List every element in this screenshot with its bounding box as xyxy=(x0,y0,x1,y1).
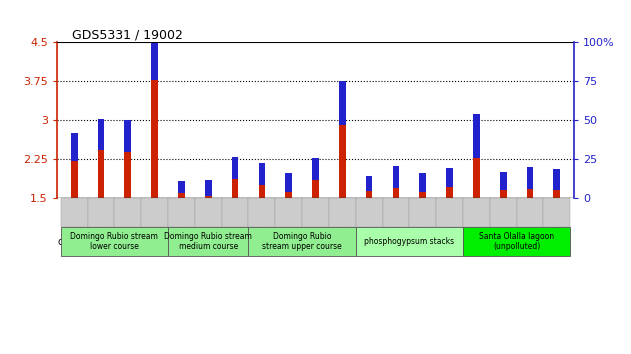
Bar xyxy=(366,176,372,192)
Bar xyxy=(527,189,533,198)
FancyBboxPatch shape xyxy=(436,198,463,227)
FancyBboxPatch shape xyxy=(356,198,382,227)
Bar xyxy=(151,38,158,80)
Bar xyxy=(473,114,480,158)
Text: Domingo Rubio stream
medium course: Domingo Rubio stream medium course xyxy=(164,232,252,251)
Bar xyxy=(285,192,292,198)
Bar xyxy=(205,180,211,196)
FancyBboxPatch shape xyxy=(168,198,195,227)
Bar xyxy=(500,172,507,190)
FancyBboxPatch shape xyxy=(382,198,410,227)
Bar xyxy=(178,193,185,198)
FancyBboxPatch shape xyxy=(329,198,356,227)
FancyBboxPatch shape xyxy=(275,198,302,227)
FancyBboxPatch shape xyxy=(490,198,517,227)
FancyBboxPatch shape xyxy=(543,198,570,227)
Bar xyxy=(259,164,265,185)
FancyBboxPatch shape xyxy=(195,198,221,227)
Bar xyxy=(366,192,372,198)
Bar xyxy=(124,152,131,198)
FancyBboxPatch shape xyxy=(302,198,329,227)
Text: Santa Olalla lagoon
(unpolluted): Santa Olalla lagoon (unpolluted) xyxy=(479,232,554,251)
Bar xyxy=(232,179,239,198)
Bar xyxy=(71,161,78,198)
Bar xyxy=(285,173,292,192)
FancyBboxPatch shape xyxy=(221,198,249,227)
Bar xyxy=(259,185,265,198)
FancyBboxPatch shape xyxy=(61,198,88,227)
Bar xyxy=(553,190,560,198)
Bar xyxy=(312,158,319,180)
FancyBboxPatch shape xyxy=(88,198,114,227)
FancyBboxPatch shape xyxy=(141,198,168,227)
Bar xyxy=(392,166,399,188)
FancyBboxPatch shape xyxy=(463,227,570,256)
FancyBboxPatch shape xyxy=(410,198,436,227)
FancyBboxPatch shape xyxy=(249,227,356,256)
Bar xyxy=(473,158,480,198)
FancyBboxPatch shape xyxy=(463,198,490,227)
Bar xyxy=(71,133,78,161)
Bar xyxy=(205,196,211,198)
Bar xyxy=(98,150,104,198)
Bar xyxy=(124,120,131,152)
Text: GDS5331 / 19002: GDS5331 / 19002 xyxy=(73,28,183,41)
FancyBboxPatch shape xyxy=(249,198,275,227)
Bar xyxy=(178,181,185,193)
Bar xyxy=(553,169,560,190)
FancyBboxPatch shape xyxy=(61,227,168,256)
Bar xyxy=(446,168,453,187)
FancyBboxPatch shape xyxy=(356,227,463,256)
Text: other: other xyxy=(57,236,83,247)
FancyBboxPatch shape xyxy=(114,198,141,227)
Bar xyxy=(312,180,319,198)
Bar xyxy=(500,190,507,198)
Bar xyxy=(232,157,239,179)
FancyBboxPatch shape xyxy=(517,198,543,227)
FancyBboxPatch shape xyxy=(168,227,249,256)
Text: Domingo Rubio stream
lower course: Domingo Rubio stream lower course xyxy=(71,232,158,251)
Bar xyxy=(420,192,426,198)
Text: Domingo Rubio
stream upper course: Domingo Rubio stream upper course xyxy=(262,232,342,251)
Bar xyxy=(392,188,399,198)
Bar xyxy=(339,125,346,198)
Text: phosphogypsum stacks: phosphogypsum stacks xyxy=(364,237,454,246)
Bar xyxy=(420,173,426,192)
Bar xyxy=(151,80,158,198)
Bar xyxy=(446,187,453,198)
Bar xyxy=(527,167,533,189)
Bar xyxy=(339,81,346,125)
Bar xyxy=(98,119,104,150)
